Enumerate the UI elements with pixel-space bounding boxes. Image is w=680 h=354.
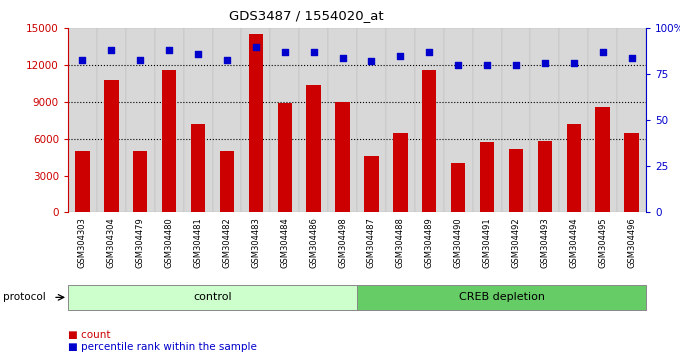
- Bar: [422, 70, 437, 212]
- Bar: [133, 151, 148, 212]
- Point: [337, 55, 348, 61]
- Point: [164, 47, 175, 53]
- Bar: [75, 151, 90, 212]
- Bar: [443, 28, 473, 212]
- Bar: [191, 124, 205, 212]
- Point: [279, 50, 290, 55]
- Bar: [249, 34, 263, 212]
- Text: GDS3487 / 1554020_at: GDS3487 / 1554020_at: [228, 9, 384, 22]
- Point: [192, 51, 203, 57]
- Point: [77, 57, 88, 62]
- Bar: [97, 28, 126, 212]
- Bar: [220, 151, 234, 212]
- Point: [568, 61, 579, 66]
- Point: [395, 53, 406, 59]
- Bar: [596, 107, 610, 212]
- Bar: [451, 163, 465, 212]
- Bar: [473, 28, 502, 212]
- Point: [626, 55, 637, 61]
- Bar: [328, 28, 357, 212]
- Text: control: control: [193, 292, 232, 302]
- Point: [511, 62, 522, 68]
- Bar: [415, 28, 443, 212]
- Bar: [212, 28, 241, 212]
- Text: ■ percentile rank within the sample: ■ percentile rank within the sample: [68, 342, 257, 352]
- Bar: [617, 28, 646, 212]
- Bar: [271, 28, 299, 212]
- Bar: [480, 142, 494, 212]
- Bar: [277, 103, 292, 212]
- Bar: [530, 28, 560, 212]
- Bar: [307, 85, 321, 212]
- Bar: [126, 28, 155, 212]
- Point: [106, 47, 117, 53]
- Bar: [509, 149, 523, 212]
- Point: [308, 50, 319, 55]
- Bar: [538, 141, 552, 212]
- Point: [222, 57, 233, 62]
- Bar: [104, 80, 118, 212]
- Point: [481, 62, 492, 68]
- Bar: [386, 28, 415, 212]
- Bar: [241, 28, 271, 212]
- Bar: [393, 133, 407, 212]
- Point: [453, 62, 464, 68]
- Text: CREB depletion: CREB depletion: [458, 292, 545, 302]
- Bar: [68, 28, 97, 212]
- Point: [250, 44, 261, 50]
- Bar: [588, 28, 617, 212]
- Point: [597, 50, 608, 55]
- Point: [366, 59, 377, 64]
- Bar: [299, 28, 328, 212]
- Text: protocol: protocol: [3, 292, 46, 302]
- Bar: [560, 28, 588, 212]
- Bar: [624, 133, 639, 212]
- Bar: [184, 28, 213, 212]
- Bar: [335, 102, 350, 212]
- Text: ■ count: ■ count: [68, 330, 110, 339]
- Point: [539, 61, 550, 66]
- Bar: [162, 70, 176, 212]
- Point: [135, 57, 146, 62]
- Bar: [566, 124, 581, 212]
- Bar: [357, 28, 386, 212]
- Point: [424, 50, 435, 55]
- Bar: [364, 156, 379, 212]
- Bar: [502, 28, 530, 212]
- Bar: [154, 28, 184, 212]
